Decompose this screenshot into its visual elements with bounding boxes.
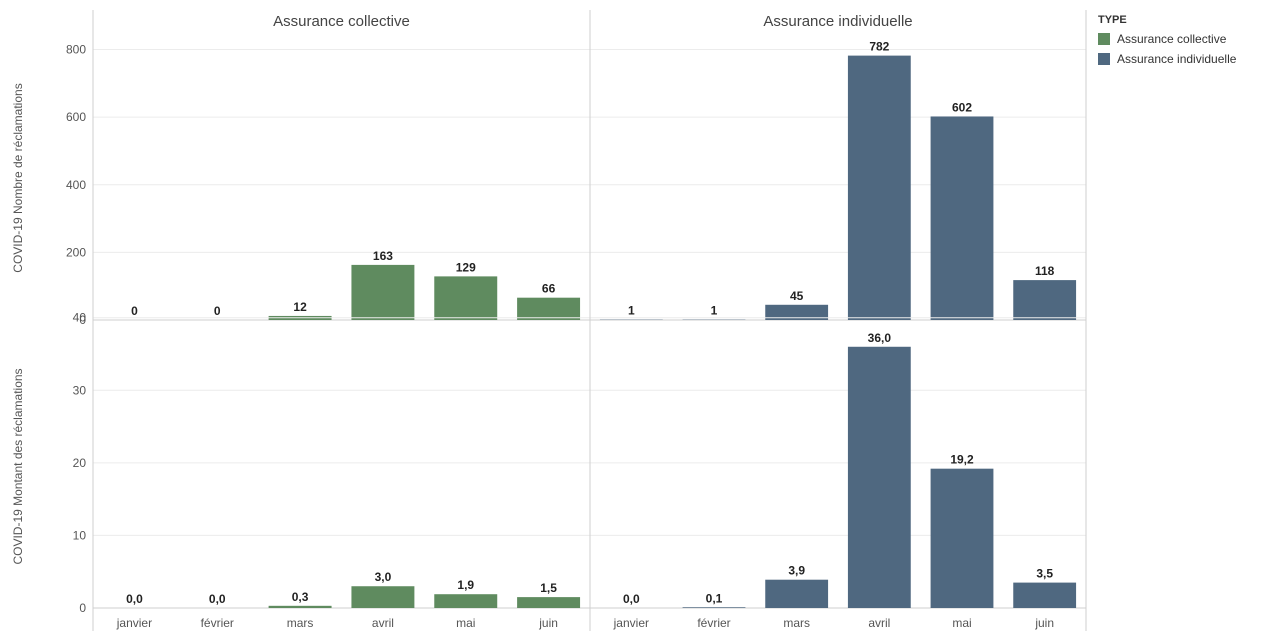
x-tick-label-1-5: juin [1034, 616, 1054, 630]
bar-row1-0-4 [434, 594, 497, 608]
y-tick-label-row0-2: 400 [66, 178, 86, 192]
data-label-row0-1-1: 1 [711, 304, 718, 318]
y-tick-label-row0-1: 200 [66, 245, 86, 259]
data-label-row0-0-3: 163 [373, 249, 393, 263]
data-label-row0-1-0: 1 [628, 304, 635, 318]
data-label-row1-1-0: 0,0 [623, 592, 640, 606]
bar-row0-0-4 [434, 276, 497, 320]
bar-row1-1-1 [683, 607, 746, 608]
x-tick-label-0-2: mars [287, 616, 314, 630]
x-tick-label-0-3: avril [372, 616, 394, 630]
x-tick-label-1-4: mai [952, 616, 971, 630]
y-axis-title-row0: COVID-19 Nombre de réclamations [11, 83, 25, 272]
y-tick-label-row1-1: 10 [73, 528, 87, 542]
x-tick-label-1-0: janvier [613, 616, 649, 630]
x-tick-label-0-1: février [201, 616, 234, 630]
data-label-row1-0-2: 0,3 [292, 590, 309, 604]
data-label-row1-0-0: 0,0 [126, 592, 143, 606]
bar-row0-1-5 [1013, 280, 1076, 320]
data-label-row0-1-5: 118 [1035, 264, 1055, 278]
x-tick-label-0-4: mai [456, 616, 475, 630]
bar-row1-0-3 [351, 586, 414, 608]
bar-row0-0-3 [351, 265, 414, 320]
y-tick-label-row1-3: 30 [73, 383, 87, 397]
data-label-row1-1-4: 19,2 [950, 453, 974, 467]
bar-row1-1-5 [1013, 583, 1076, 608]
x-tick-label-1-1: février [697, 616, 730, 630]
legend-item-collective[interactable]: Assurance collective [1098, 29, 1236, 49]
bar-row1-1-4 [931, 469, 994, 608]
bar-row0-0-5 [517, 298, 580, 320]
legend-swatch-individuelle [1098, 53, 1110, 65]
x-tick-label-1-3: avril [868, 616, 890, 630]
data-label-row0-0-4: 129 [456, 260, 476, 274]
column-header-0: Assurance collective [273, 13, 410, 30]
data-label-row0-1-3: 782 [869, 40, 889, 54]
y-tick-label-row1-2: 20 [73, 456, 87, 470]
y-tick-label-row1-0: 0 [79, 601, 86, 615]
y-axis-title-row1: COVID-19 Montant des réclamations [11, 368, 25, 564]
data-label-row0-1-2: 45 [790, 289, 804, 303]
bar-row1-1-2 [765, 580, 828, 608]
y-tick-label-row0-4: 800 [66, 43, 86, 57]
bar-row1-1-3 [848, 347, 911, 608]
data-label-row0-1-4: 602 [952, 100, 972, 114]
bar-row0-1-3 [848, 56, 911, 320]
data-label-row1-0-3: 3,0 [375, 570, 392, 584]
y-tick-label-row0-3: 600 [66, 110, 86, 124]
data-label-row1-0-4: 1,9 [457, 578, 474, 592]
bar-row1-0-5 [517, 597, 580, 608]
legend-item-individuelle[interactable]: Assurance individuelle [1098, 49, 1236, 69]
data-label-row1-0-5: 1,5 [540, 581, 557, 595]
legend-label-individuelle: Assurance individuelle [1117, 52, 1236, 66]
x-tick-label-1-2: mars [783, 616, 810, 630]
legend-title: TYPE [1098, 14, 1236, 26]
data-label-row1-0-1: 0,0 [209, 592, 226, 606]
data-label-row0-0-0: 0 [131, 304, 138, 318]
legend: TYPE Assurance collective Assurance indi… [1098, 14, 1236, 69]
y-tick-label-row1-4: 40 [73, 311, 87, 325]
data-label-row1-1-2: 3,9 [788, 564, 805, 578]
bar-row1-0-2 [269, 606, 332, 608]
data-label-row1-1-5: 3,5 [1036, 567, 1053, 581]
data-label-row1-1-1: 0,1 [706, 591, 723, 605]
legend-label-collective: Assurance collective [1117, 32, 1226, 46]
data-label-row0-0-5: 66 [542, 282, 556, 296]
x-tick-label-0-5: juin [538, 616, 558, 630]
data-label-row0-0-2: 12 [293, 300, 307, 314]
column-header-1: Assurance individuelle [763, 13, 912, 30]
data-label-row1-1-3: 36,0 [868, 331, 892, 345]
data-label-row0-0-1: 0 [214, 304, 221, 318]
bar-row0-1-4 [931, 116, 994, 320]
x-tick-label-0-0: janvier [116, 616, 152, 630]
legend-swatch-collective [1098, 33, 1110, 45]
